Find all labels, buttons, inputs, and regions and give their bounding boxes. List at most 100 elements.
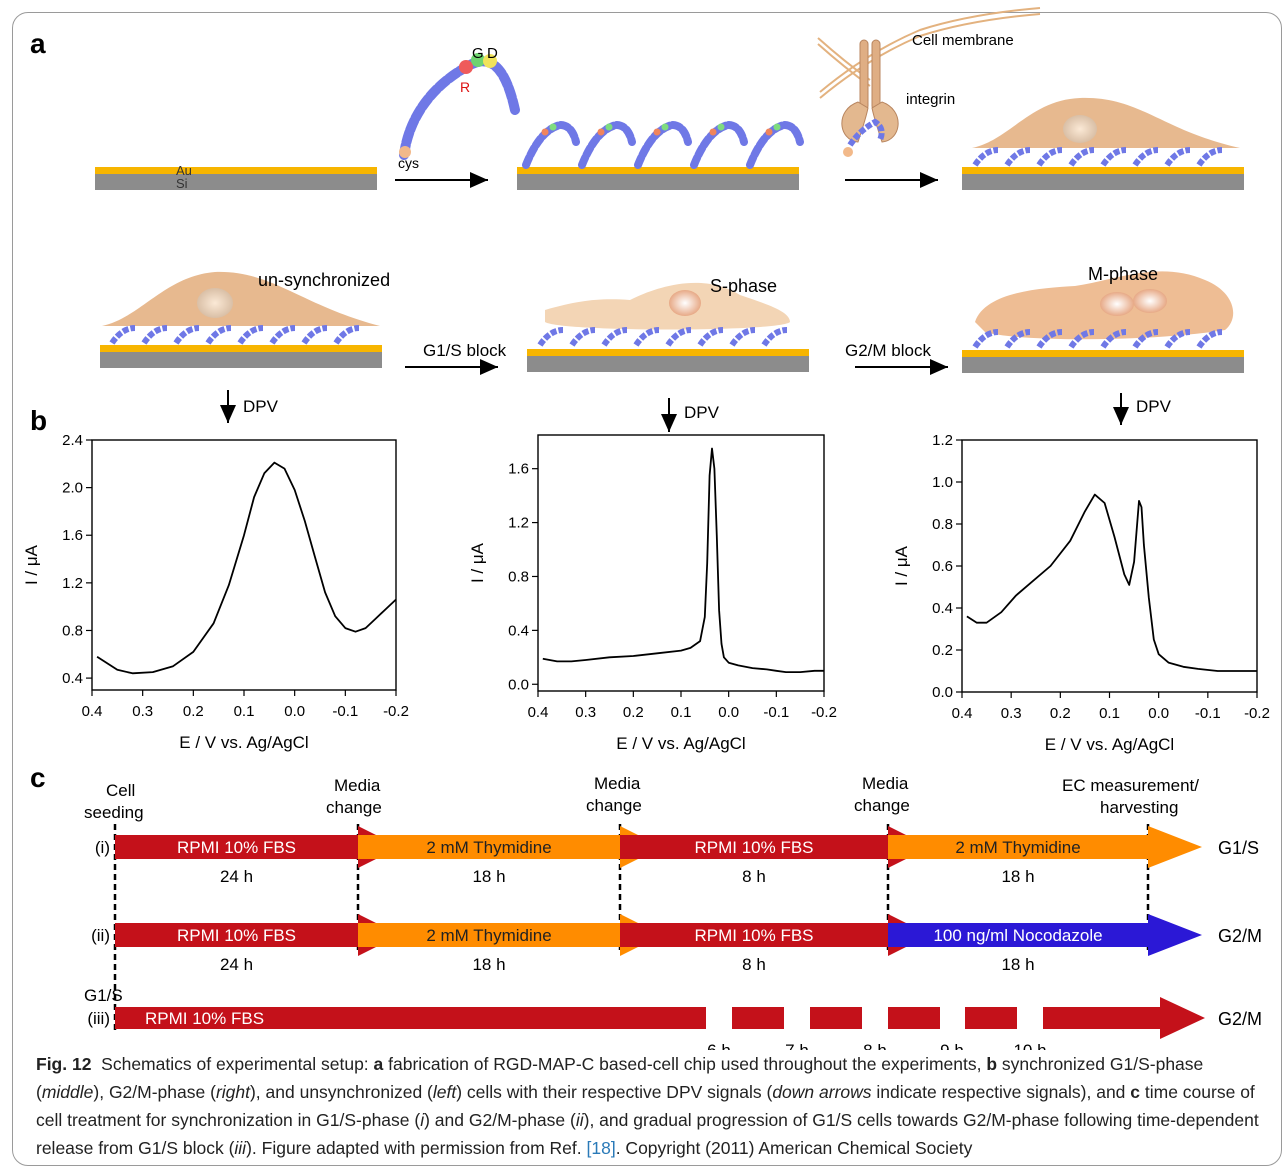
time-mark-label: 8 h bbox=[863, 1041, 887, 1050]
caption-t7: indicate respective signals), and bbox=[871, 1082, 1131, 1102]
caption-fig: Fig. 12 bbox=[36, 1054, 92, 1074]
y-tick-label: 0.6 bbox=[932, 558, 953, 575]
caption-b: b bbox=[986, 1054, 998, 1074]
caption-t5: ), and unsynchronized ( bbox=[249, 1082, 433, 1102]
treatment-label: 2 mM Thymidine bbox=[426, 926, 551, 945]
x-tick-label: 0.0 bbox=[718, 704, 739, 721]
header-media-3a: Media bbox=[862, 774, 909, 793]
label-au: Au bbox=[176, 163, 192, 178]
duration-label: 18 h bbox=[1001, 955, 1034, 974]
y-tick-label: 1.6 bbox=[508, 461, 529, 478]
dpv-series-line bbox=[96, 461, 397, 675]
treatment-bar-red bbox=[888, 1007, 940, 1029]
y-tick-label: 0.4 bbox=[62, 670, 83, 687]
treatment-bar-red bbox=[115, 1007, 706, 1029]
duration-label: 8 h bbox=[742, 867, 766, 886]
treatment-bar-red bbox=[965, 1007, 1017, 1029]
chip-functionalized bbox=[517, 120, 804, 190]
gold-layer bbox=[95, 167, 377, 174]
dpv-label-2: DPV bbox=[684, 403, 720, 422]
x-tick-label: 0.4 bbox=[528, 704, 549, 721]
dpv-chart-unsync: 0.4 0.3 0.2 0.1 0.0 -0.1 -0.2 0.4 0.8 1.2 1.6 2.0 2.… bbox=[22, 432, 409, 752]
caption-t11: ). Figure adapted with permission from R… bbox=[246, 1138, 587, 1158]
dpv-series-line bbox=[966, 493, 1257, 672]
y-tick-label: 0.0 bbox=[508, 676, 529, 693]
timeline-headers: Cell seeding Media change Media change M… bbox=[84, 774, 1199, 1005]
y-tick-label: 2.0 bbox=[62, 480, 83, 497]
silicon-layer bbox=[95, 174, 377, 190]
caption-ref-link[interactable]: [18] bbox=[586, 1138, 616, 1158]
x-tick-label: 0.1 bbox=[671, 704, 692, 721]
y-tick-label: 2.4 bbox=[62, 432, 83, 449]
label-cell-membrane: Cell membrane bbox=[912, 32, 1014, 49]
label-g2m-block: G2/M block bbox=[845, 341, 931, 360]
row-label: (ii) bbox=[91, 926, 110, 945]
chip-unsync: un-synchronized bbox=[100, 270, 390, 368]
y-axis-label: I / μA bbox=[892, 545, 911, 586]
y-tick-label: 1.0 bbox=[932, 474, 953, 491]
chip-bare: Au Si bbox=[95, 163, 377, 191]
time-mark-label: 10 h bbox=[1013, 1041, 1046, 1050]
caption-iii: iii bbox=[234, 1138, 247, 1158]
row-label: (i) bbox=[95, 838, 110, 857]
x-tick-label: 0.1 bbox=[1099, 705, 1120, 722]
x-tick-label: 0.1 bbox=[234, 703, 255, 720]
panel-label-a: a bbox=[30, 28, 46, 59]
figure-caption: Fig. 12 Schematics of experimental setup… bbox=[36, 1050, 1272, 1162]
caption-middle: middle bbox=[41, 1082, 94, 1102]
x-tick-label: -0.1 bbox=[332, 703, 358, 720]
caption-down: down arrows bbox=[772, 1082, 872, 1102]
treatment-bar-red bbox=[115, 826, 400, 868]
treatment-bar-orange bbox=[358, 826, 662, 868]
header-media-3b: change bbox=[854, 796, 910, 815]
treatment-bar-red bbox=[115, 914, 400, 956]
label-si: Si bbox=[176, 176, 188, 191]
y-tick-label: 0.0 bbox=[932, 684, 953, 701]
caption-right: right bbox=[215, 1082, 250, 1102]
panel-label-c: c bbox=[30, 762, 46, 793]
plot-frame bbox=[961, 439, 1258, 693]
x-tick-label: 0.4 bbox=[82, 703, 103, 720]
treatment-label: RPMI 10% FBS bbox=[694, 926, 813, 945]
header-cell-1: Cell bbox=[106, 781, 135, 800]
chip-mphase: M-phase bbox=[962, 264, 1244, 373]
duration-label: 18 h bbox=[472, 955, 505, 974]
dpv-chart-mphase: 0.4 0.3 0.2 0.1 0.0 -0.1 -0.2 0.0 0.2 0.4 0.6 0.8 1.… bbox=[892, 432, 1270, 754]
treatment-label: RPMI 10% FBS bbox=[694, 838, 813, 857]
treatment-label: 2 mM Thymidine bbox=[426, 838, 551, 857]
caption-t1: Schematics of experimental setup: bbox=[101, 1054, 374, 1074]
header-ec-1: EC measurement/ bbox=[1062, 776, 1199, 795]
header-cell-2: seeding bbox=[84, 803, 144, 822]
y-tick-label: 0.8 bbox=[62, 622, 83, 639]
label-d: D bbox=[487, 45, 498, 62]
row-end-label: G2/M bbox=[1218, 1009, 1262, 1029]
x-tick-label: 0.3 bbox=[1001, 705, 1022, 722]
caption-t6: ) cells with their respective DPV signal… bbox=[456, 1082, 773, 1102]
y-tick-label: 0.8 bbox=[932, 516, 953, 533]
duration-label: 18 h bbox=[472, 867, 505, 886]
x-tick-label: 0.0 bbox=[284, 703, 305, 720]
caption-t4: ), G2/M-phase ( bbox=[93, 1082, 216, 1102]
treatment-label: RPMI 10% FBS bbox=[145, 1009, 264, 1028]
label-g1s-block: G1/S block bbox=[423, 341, 507, 360]
caption-t9: ) and G2/M-phase ( bbox=[424, 1110, 576, 1130]
y-tick-label: 0.4 bbox=[508, 622, 529, 639]
caption-t8: time course of cell treatment for synchr… bbox=[36, 1082, 1255, 1130]
timeline-rows: (i) G1/S RPMI 10% FBS 24 h 2 mM Thymidine 18 … bbox=[87, 824, 1262, 1050]
header-media-1b: change bbox=[326, 798, 382, 817]
x-tick-label: -0.2 bbox=[811, 704, 837, 721]
row-end-label: G1/S bbox=[1218, 838, 1259, 858]
header-g1s: G1/S bbox=[84, 986, 123, 1005]
y-tick-label: 0.4 bbox=[932, 600, 953, 617]
duration-label: 24 h bbox=[220, 955, 253, 974]
treatment-label: RPMI 10% FBS bbox=[177, 926, 296, 945]
header-media-1a: Media bbox=[334, 776, 381, 795]
caption-c: c bbox=[1130, 1082, 1141, 1102]
treatment-label: 100 ng/ml Nocodazole bbox=[933, 926, 1102, 945]
x-tick-label: -0.2 bbox=[1244, 705, 1270, 722]
plot-frame bbox=[91, 439, 397, 691]
dpv-label-1: DPV bbox=[243, 397, 279, 416]
x-tick-label: 0.3 bbox=[575, 704, 596, 721]
x-tick-label: 0.2 bbox=[623, 704, 644, 721]
figure-graphic: Au Si R G D cys bbox=[22, 7, 1270, 1050]
